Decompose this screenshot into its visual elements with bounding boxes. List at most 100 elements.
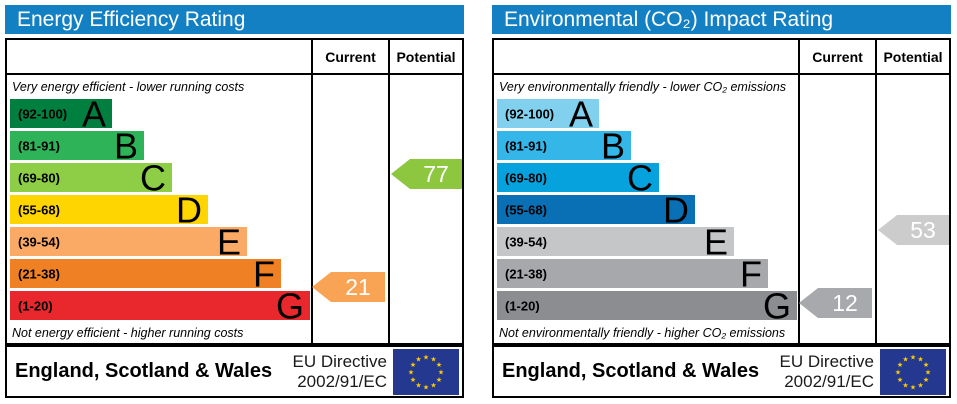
svg-text:★: ★ [430,381,436,389]
svg-text:★: ★ [423,383,429,391]
arrow-left-point-icon [391,159,410,189]
svg-text:★: ★ [895,368,901,376]
band-letter: F [740,253,762,294]
potential-rating-value: 53 [910,216,936,243]
caption-bottom: Not energy efficient - higher running co… [12,326,244,340]
band-letter: C [627,157,653,198]
column-divider [388,40,390,343]
svg-text:★: ★ [415,381,421,389]
band-letter: D [663,189,689,230]
panel-title-bar: Environmental (CO₂) Impact Rating [492,5,951,34]
table-header-row: Current Potential [494,40,949,75]
band-row-b: (81-91) B [10,125,144,166]
svg-text:★: ★ [438,368,444,376]
current-rating-value: 12 [832,289,858,316]
svg-text:★: ★ [910,353,916,361]
region-label: England, Scotland & Wales [502,360,760,382]
band-row-c: (69-80) C [497,157,659,198]
band-row-g: (1-20) G [10,288,310,324]
region-label: England, Scotland & Wales [15,360,273,382]
rating-table: Current Potential Very environmentally f… [492,38,951,345]
band-range-label: (69-80) [18,170,60,185]
svg-text:★: ★ [423,353,429,361]
potential-column-header: Potential [396,48,456,65]
current-column-header: Current [812,48,863,65]
svg-text:★: ★ [923,376,929,384]
eu-flag-icon: ★ ★★ ★★★ ★★★ ★★★ [393,348,459,395]
caption-bottom: Not environmentally friendly - higher CO… [499,326,786,340]
rating-table: Current Potential Very energy efficient … [5,38,464,345]
band-letter: C [140,157,166,198]
band-letter: F [253,253,275,294]
band-row-g: (1-20) G [497,285,797,326]
svg-text:★: ★ [910,383,916,391]
band-range-label: (92-100) [18,106,68,121]
band-row-f: (21-38) F [10,253,281,294]
svg-text:★: ★ [925,368,931,376]
column-divider [875,40,877,343]
band-row-d: (55-68) D [10,189,208,230]
svg-text:★: ★ [430,355,436,363]
band-letter: E [703,221,728,262]
potential-rating-value: 77 [423,160,449,187]
eu-flag-icon: ★ ★★ ★★★ ★★★ ★★★ [880,348,946,395]
svg-text:★: ★ [436,361,442,369]
band-row-e: (39-54) E [497,221,734,262]
svg-text:★: ★ [917,381,923,389]
band-row-c: (69-80) C [10,157,172,198]
band-row-a: (92-100) A [497,93,599,134]
band-letter: E [216,221,241,262]
potential-column-header: Potential [883,48,943,65]
svg-text:★: ★ [897,361,903,369]
caption-top: Very environmentally friendly - lower CO… [499,80,787,94]
svg-text:★: ★ [902,355,908,363]
svg-text:★: ★ [917,355,923,363]
arrow-left-point-icon [799,288,818,318]
band-range-label: (55-68) [18,202,60,217]
band-letter: A [81,93,106,134]
band-letter: D [176,189,202,230]
panel-title: Energy Efficiency Rating [17,7,246,31]
footer-row: England, Scotland & Wales EU Directive 2… [492,345,951,398]
svg-text:★: ★ [408,368,414,376]
band-letter: B [600,125,625,166]
band-range-label: (69-80) [505,170,547,185]
current-rating-arrow: 21 [312,272,385,302]
column-divider [311,40,313,343]
current-column-header: Current [325,48,376,65]
band-row-f: (21-38) F [497,253,768,294]
band-range-label: (21-38) [18,266,60,281]
caption-top: Very energy efficient - lower running co… [12,80,245,94]
svg-text:★: ★ [923,361,929,369]
band-letter: G [762,285,791,326]
table-header-row: Current Potential [7,40,462,75]
co2-impact-panel: Environmental (CO₂) Impact Rating Curren… [487,0,957,404]
panel-title-bar: Energy Efficiency Rating [5,5,464,34]
band-range-label: (39-54) [505,234,547,249]
band-letter: A [568,93,593,134]
band-letter: B [113,125,138,166]
current-rating-value: 21 [345,273,371,300]
band-range-label: (81-91) [18,138,60,153]
footer-row: England, Scotland & Wales EU Directive 2… [5,345,464,398]
band-range-label: (39-54) [18,234,60,249]
eu-directive-line2: 2002/91/EC [297,371,387,391]
current-rating-arrow: 12 [799,288,872,318]
svg-text:★: ★ [897,376,903,384]
eu-directive-line2: 2002/91/EC [784,371,874,391]
panel-title: Environmental (CO₂) Impact Rating [504,7,834,31]
band-range-label: (1-20) [18,298,53,313]
band-row-a: (92-100) A [10,93,112,134]
band-range-label: (1-20) [505,298,540,313]
arrow-left-point-icon [312,272,331,302]
band-range-label: (81-91) [505,138,547,153]
band-range-label: (21-38) [505,266,547,281]
column-divider [798,40,800,343]
band-range-label: (55-68) [505,202,547,217]
band-row-b: (81-91) B [497,125,631,166]
band-range-label: (92-100) [505,106,555,121]
arrow-left-point-icon [878,215,897,245]
potential-rating-arrow: 77 [391,159,462,189]
eu-directive-label: EU Directive 2002/91/EC [293,352,387,390]
svg-text:★: ★ [410,361,416,369]
